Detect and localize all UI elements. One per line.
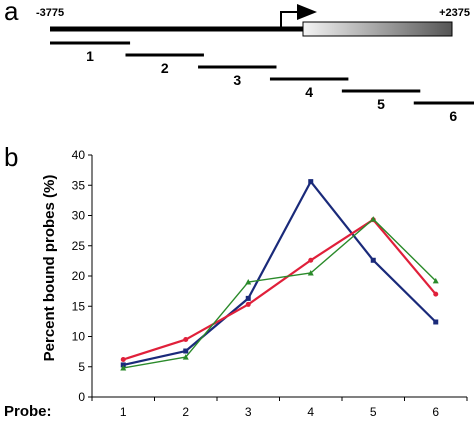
probe-bars: 1 2 3 4 5 6 bbox=[50, 41, 474, 124]
panel-a-letter: a bbox=[4, 0, 19, 26]
data-point-series-1 bbox=[433, 319, 439, 325]
series-line-2 bbox=[122, 218, 437, 361]
series-line-1 bbox=[123, 180, 437, 367]
gene-map-panel: a -3775 +2375 1 2 3 4 5 6 bbox=[4, 0, 474, 124]
data-point-series-1 bbox=[245, 295, 251, 301]
data-point-series-3 bbox=[120, 364, 127, 371]
data-point-series-1 bbox=[308, 179, 314, 185]
probe-label-3: 3 bbox=[233, 72, 241, 88]
y-tick-label: 35 bbox=[72, 178, 86, 192]
probe-label-4: 4 bbox=[305, 84, 313, 100]
data-point-series-3 bbox=[245, 279, 252, 285]
y-tick-label: 5 bbox=[78, 360, 85, 374]
y-tick-label: 20 bbox=[72, 269, 86, 283]
y-axis-ticks: 0 5 10 15 20 25 30 35 40 bbox=[72, 148, 92, 404]
data-point-series-1 bbox=[370, 257, 376, 263]
y-tick-label: 10 bbox=[72, 330, 86, 344]
y-tick-label: 30 bbox=[72, 209, 86, 223]
data-point-series-2 bbox=[120, 356, 126, 362]
data-point-series-3 bbox=[432, 277, 439, 284]
transcription-start-arrow-icon bbox=[280, 4, 317, 27]
probe-label-1: 1 bbox=[86, 48, 94, 64]
data-point-series-2 bbox=[433, 291, 439, 297]
probe-label-5: 5 bbox=[377, 96, 385, 112]
probe-label-2: 2 bbox=[161, 60, 169, 76]
y-tick-label: 25 bbox=[72, 239, 86, 253]
data-point-series-3 bbox=[307, 269, 314, 276]
y-tick-label: 40 bbox=[72, 148, 86, 162]
line-chart-panel: b Percent bound probes (%) Probe: 051015… bbox=[4, 142, 468, 420]
data-point-series-2 bbox=[245, 301, 251, 307]
data-point-series-2 bbox=[308, 257, 314, 263]
data-point-series-1 bbox=[183, 348, 189, 354]
x-tick-label: 4 bbox=[307, 405, 314, 419]
x-axis-ticks: 1 2 3 4 5 6 bbox=[91, 397, 468, 419]
x-tick-label: 3 bbox=[245, 405, 252, 419]
y-axis-label: Percent bound probes (%) bbox=[41, 175, 58, 362]
x-tick-label: 2 bbox=[182, 405, 189, 419]
end-coordinate-label: +2375 bbox=[439, 7, 470, 19]
series-layer bbox=[120, 179, 439, 371]
x-tick-label: 6 bbox=[432, 405, 439, 419]
transcribed-region-box bbox=[302, 21, 453, 37]
y-tick-label: 15 bbox=[72, 299, 86, 313]
data-point-series-3 bbox=[182, 354, 189, 360]
data-point-series-1 bbox=[120, 362, 126, 368]
data-point-series-3 bbox=[370, 216, 377, 222]
panel-b-letter: b bbox=[4, 142, 18, 172]
probe-row-label: Probe: bbox=[4, 403, 52, 420]
x-tick-label: 1 bbox=[120, 405, 127, 419]
series-line-3 bbox=[123, 218, 437, 369]
data-point-series-2 bbox=[183, 337, 189, 343]
x-tick-label: 5 bbox=[370, 405, 377, 419]
start-coordinate-label: -3775 bbox=[36, 7, 64, 19]
probe-label-6: 6 bbox=[449, 108, 457, 124]
y-tick-label: 0 bbox=[78, 390, 85, 404]
